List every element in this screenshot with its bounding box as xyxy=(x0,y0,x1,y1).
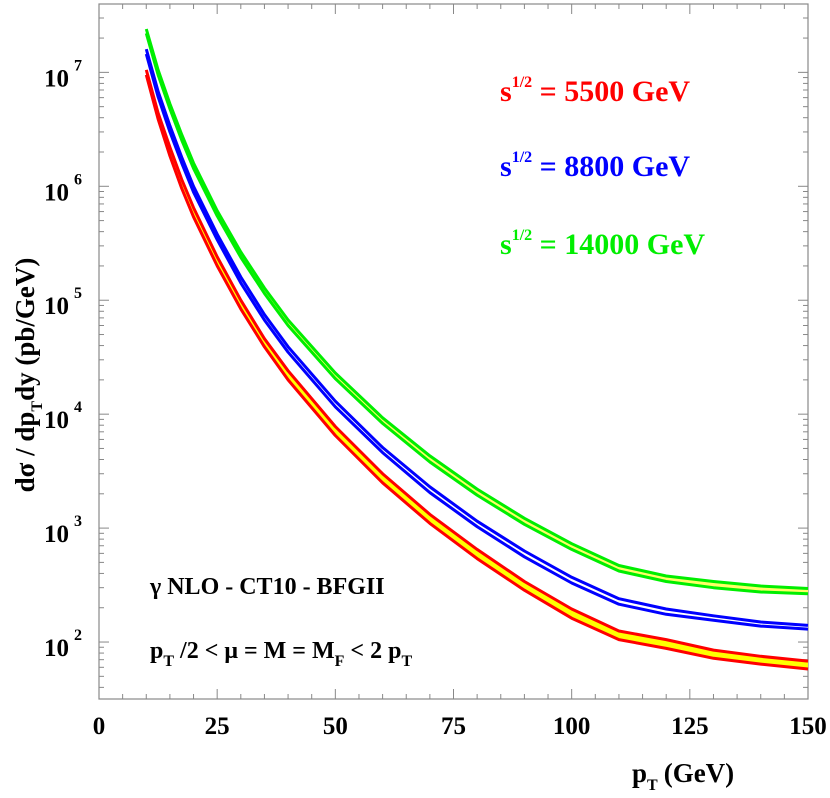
y-tick-exponent: 5 xyxy=(74,285,82,302)
y-tick-label: 10 xyxy=(44,635,69,662)
series-upper-line xyxy=(144,69,809,663)
y-axis-title: dσ / dpTdy (pb/GeV) xyxy=(10,258,46,493)
series-lower-line xyxy=(144,32,809,596)
legend-entry-5500: s1/2 = 5500 GeV xyxy=(500,74,690,108)
annotation-process: γ NLO - CT10 - BFGII xyxy=(149,574,385,600)
x-tick-label: 125 xyxy=(671,713,709,740)
x-tick-label: 100 xyxy=(553,713,591,740)
series-upper-line xyxy=(144,48,809,627)
x-axis-title: pT (GeV) xyxy=(632,758,734,794)
series-lower-line xyxy=(144,53,809,631)
y-tick-label: 10 xyxy=(44,407,69,434)
y-tick-label: 10 xyxy=(44,65,69,92)
y-tick-label: 10 xyxy=(44,179,69,206)
y-tick-label: 10 xyxy=(44,521,69,548)
series-lower-line xyxy=(144,74,809,671)
x-tick-label: 150 xyxy=(789,713,827,740)
x-axis-ticks: 0 25 50 75 100 125 150 xyxy=(93,4,827,740)
series-0 xyxy=(144,69,809,671)
legend-entry-8800: s1/2 = 8800 GeV xyxy=(500,149,690,183)
x-tick-label: 75 xyxy=(441,713,466,740)
y-tick-exponent: 4 xyxy=(74,399,82,416)
series-1 xyxy=(144,48,809,631)
curves xyxy=(144,28,809,671)
y-tick-exponent: 2 xyxy=(74,627,82,644)
y-tick-exponent: 6 xyxy=(74,171,82,188)
y-tick-exponent: 7 xyxy=(74,57,82,74)
legend-entry-14000: s1/2 = 14000 GeV xyxy=(500,227,705,261)
series-upper-line xyxy=(144,28,809,590)
y-tick-exponent: 3 xyxy=(74,513,82,530)
x-tick-label: 25 xyxy=(205,713,230,740)
x-tick-label: 0 xyxy=(93,713,106,740)
x-tick-label: 50 xyxy=(323,713,348,740)
series-band xyxy=(146,49,809,630)
annotation-scale: pT /2 < μ = M = MF < 2 pT xyxy=(150,638,412,670)
y-axis-ticks: 10 2 10 3 10 4 10 5 10 6 10 7 xyxy=(44,17,808,688)
series-2 xyxy=(144,28,809,596)
y-tick-label: 10 xyxy=(44,293,69,320)
legend: s1/2 = 5500 GeV s1/2 = 8800 GeV s1/2 = 1… xyxy=(500,74,705,261)
